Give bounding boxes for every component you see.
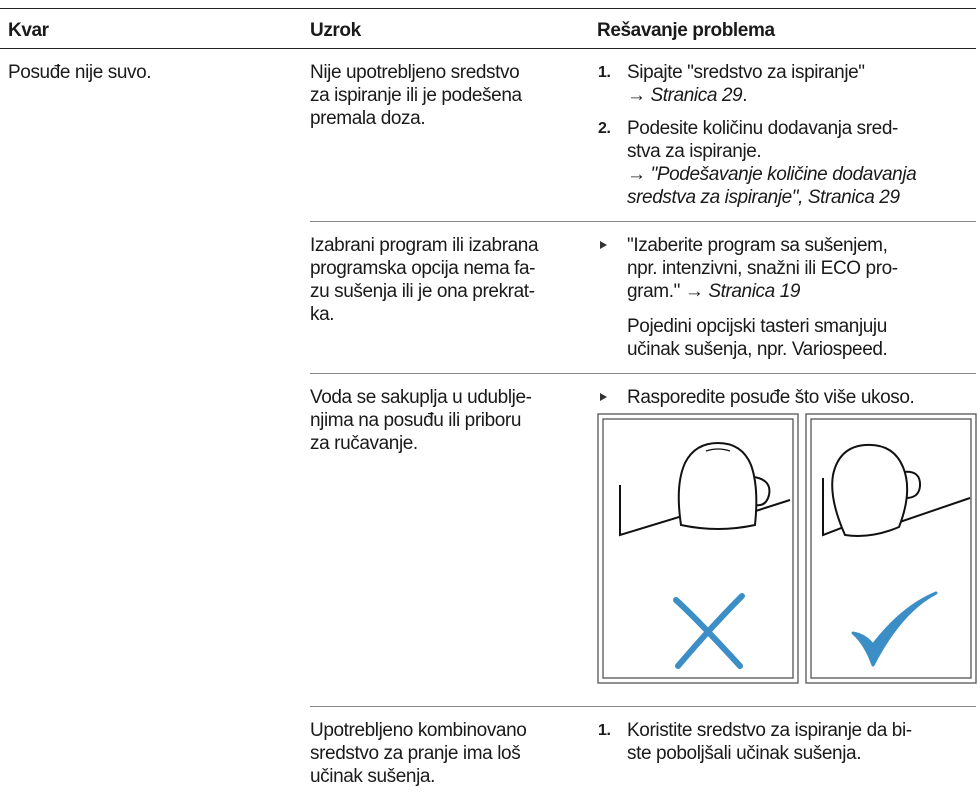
cup	[677, 441, 758, 530]
step: Podesite količinu dodavanja sred- stva z…	[627, 117, 917, 209]
panel-frame	[805, 413, 977, 684]
bullet-line: npr. intenzivni, snažni ili ECO pro-	[627, 258, 898, 279]
table-top-rule	[0, 8, 976, 9]
note: Pojedini opcijski tasteri smanjuju učina…	[627, 315, 888, 361]
bullet-marker	[600, 393, 607, 401]
bullet: Rasporedite posuđe što više ukoso.	[627, 386, 915, 409]
header-cell: Uzrok	[310, 20, 361, 41]
wrong-sketch	[619, 441, 791, 537]
header-rule	[0, 48, 976, 49]
check-icon	[851, 591, 938, 667]
bullet-marker	[600, 241, 607, 249]
panel-frame	[597, 413, 799, 684]
cause: Voda se sakuplja u udublje- njima na pos…	[310, 386, 532, 455]
header-cell: Rešavanje problema	[597, 20, 775, 41]
step-ref: → Stranica 29.	[627, 84, 865, 107]
arrow: →	[684, 281, 704, 302]
cause: Nije upotrebljeno sredstvo za ispiranje …	[310, 61, 522, 130]
cause-line: Nije upotrebljeno sredstvo	[310, 62, 520, 83]
step-line: ste poboljšali učinak sušenja.	[627, 743, 862, 764]
wrong-panel	[597, 413, 799, 684]
cause-line: Voda se sakuplja u udublje-	[310, 387, 532, 408]
cause-line: za ručavanje.	[310, 433, 418, 454]
row-rule	[310, 706, 976, 707]
cause-line: zu sušenja ili je ona prekrat-	[310, 281, 535, 302]
panel-frame	[602, 418, 794, 679]
cause-line: programska opcija nema fa-	[310, 258, 536, 279]
step-number: 1.	[598, 64, 611, 81]
bullet-line: "Izaberite program sa sušenjem,	[627, 235, 888, 256]
ref: "Podešavanje količine dodavanja	[650, 164, 917, 185]
cross-stroke	[675, 593, 745, 669]
cause-line: Izabrani program ili izabrana	[310, 235, 539, 256]
arrow: →	[627, 164, 646, 185]
row-rule	[310, 373, 976, 374]
wrong-icon	[673, 593, 745, 669]
step-line: Koristite sredstvo za ispiranje da bi-	[627, 720, 912, 741]
bullet-line: Rasporedite posuđe što više ukoso.	[627, 387, 915, 408]
bullet-text: gram."	[627, 281, 680, 302]
cause-line: ka.	[310, 304, 335, 325]
step-line: stva za ispiranje.	[627, 141, 762, 162]
cause-line: premala doza.	[310, 108, 426, 129]
cup-handle	[753, 476, 771, 507]
step-number: 1.	[598, 722, 611, 739]
cause-line: Upotrebljeno kombinovano	[310, 720, 527, 741]
right-panel	[805, 413, 977, 684]
step: Koristite sredstvo za ispiranje da bi- s…	[627, 719, 912, 765]
cause-line: učinak sušenja.	[310, 766, 435, 787]
panel-frame	[810, 418, 972, 679]
cause-line: za ispiranje ili je podešena	[310, 85, 522, 106]
fault: Posuđe nije suvo.	[8, 62, 152, 83]
bullet-line: gram." → Stranica 19	[627, 280, 898, 303]
cross-stroke	[673, 597, 743, 669]
note-line: učinak sušenja, npr. Variospeed.	[627, 339, 888, 360]
ref: sredstva za ispiranje", Stranica 29	[627, 187, 900, 208]
bullet: "Izaberite program sa sušenjem, npr. int…	[627, 234, 898, 303]
step-line: Sipajte "sredstvo za ispiranje"	[627, 62, 865, 83]
suffix: .	[742, 85, 748, 106]
ref: Stranica 19	[708, 281, 801, 302]
arrow: →	[627, 85, 646, 106]
row-rule	[310, 221, 976, 222]
step-number: 2.	[598, 120, 611, 137]
step-ref: sredstva za ispiranje", Stranica 29	[627, 186, 916, 209]
step-ref: → "Podešavanje količine dodavanja	[627, 163, 917, 186]
cause: Upotrebljeno kombinovano sredstvo za pra…	[310, 719, 527, 788]
cause-line: njima na posuđu ili priboru	[310, 410, 521, 431]
header-cell: Kvar	[8, 20, 49, 41]
ref: Stranica 29	[650, 85, 743, 106]
right-sketch	[822, 443, 971, 537]
cup-base	[705, 448, 731, 452]
step: Sipajte "sredstvo za ispiranje" → Strani…	[627, 61, 865, 107]
step-line: Podesite količinu dodavanja sred-	[627, 118, 898, 139]
cup	[831, 443, 909, 537]
cause: Izabrani program ili izabrana programska…	[310, 234, 539, 326]
note-line: Pojedini opcijski tasteri smanjuju	[627, 316, 887, 337]
cause-line: sredstvo za pranje ima loš	[310, 743, 521, 764]
